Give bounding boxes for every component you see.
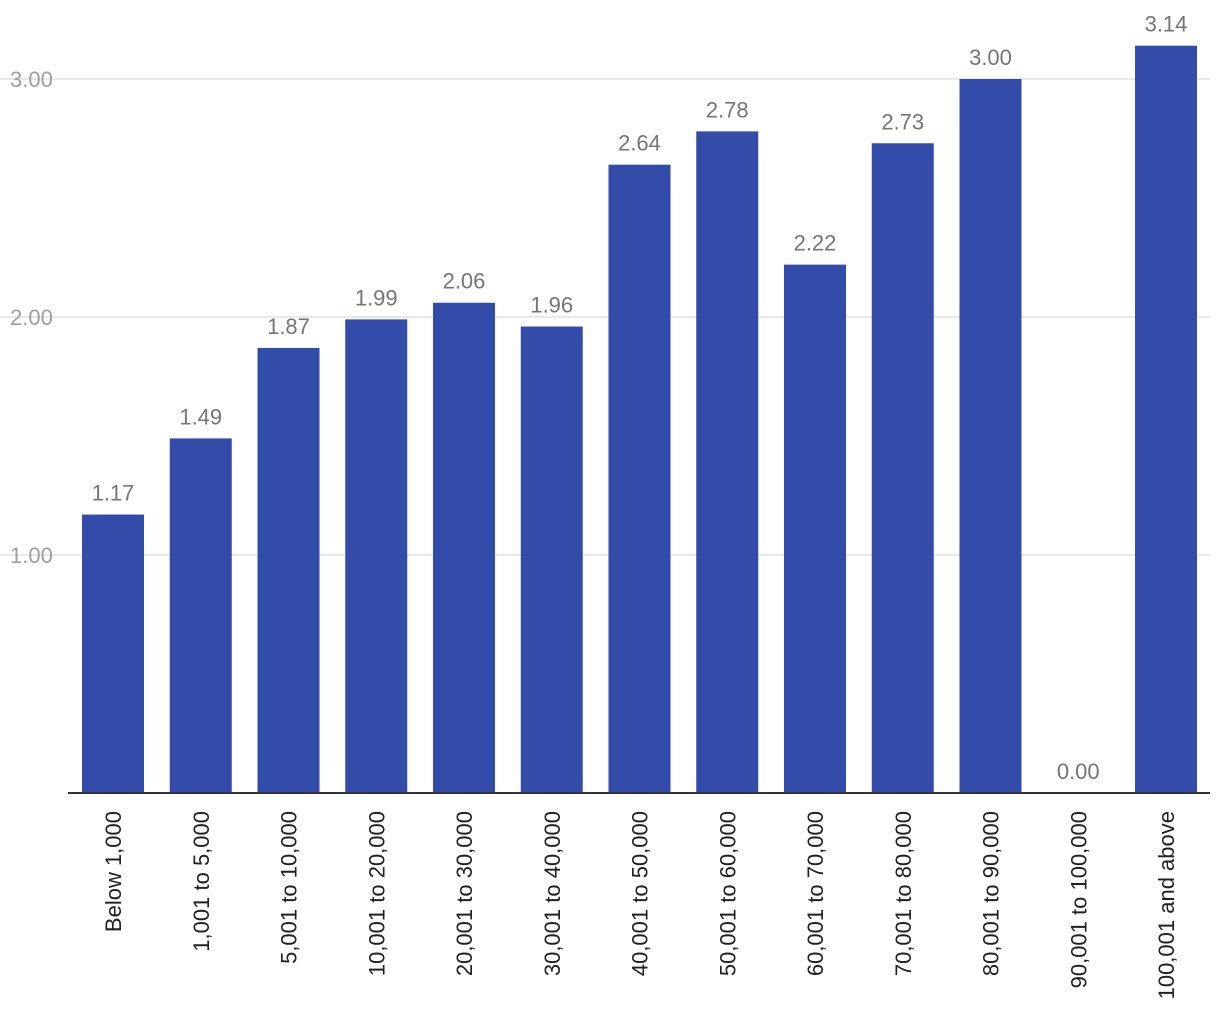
bar bbox=[959, 79, 1022, 793]
data-label: 1.17 bbox=[92, 481, 135, 506]
x-tick-label: 60,001 to 70,000 bbox=[803, 811, 828, 976]
bar bbox=[871, 143, 934, 793]
data-label: 2.22 bbox=[794, 231, 837, 256]
x-tick-label: 80,001 to 90,000 bbox=[979, 811, 1004, 976]
x-tick-label: 40,001 to 50,000 bbox=[628, 811, 653, 976]
data-label: 0.00 bbox=[1057, 759, 1100, 784]
data-label: 1.96 bbox=[530, 293, 573, 318]
data-label: 2.64 bbox=[618, 131, 661, 156]
y-tick-label: 3.00 bbox=[10, 67, 53, 92]
y-tick-label: 1.00 bbox=[10, 543, 53, 568]
x-tick-label: 10,001 to 20,000 bbox=[364, 811, 389, 976]
bars bbox=[82, 45, 1197, 794]
bar bbox=[784, 264, 846, 793]
data-label: 2.78 bbox=[706, 97, 749, 122]
data-label: 1.87 bbox=[267, 314, 310, 339]
bar bbox=[257, 347, 320, 793]
x-tick-label: Below 1,000 bbox=[101, 811, 126, 932]
data-labels: 1.17 1.49 1.87 1.99 2.06 1.96 2.64 2.78 2.22 2.73… bbox=[92, 12, 1188, 784]
x-tick-label: 20,001 to 30,000 bbox=[452, 811, 477, 976]
bar bbox=[433, 302, 495, 793]
data-label: 1.49 bbox=[179, 404, 222, 429]
y-tick-label: 2.00 bbox=[10, 305, 53, 330]
bar bbox=[345, 319, 408, 793]
bar bbox=[608, 164, 671, 793]
x-axis-tick-labels: Below 1,000 1,001 to 5,000 5,001 to 10,000… bbox=[101, 811, 1179, 999]
x-tick-label: 90,001 to 100,000 bbox=[1066, 811, 1091, 988]
x-tick-label: 100,001 and above bbox=[1154, 811, 1179, 999]
x-tick-label: 1,001 to 5,000 bbox=[189, 811, 214, 952]
y-axis-tick-labels: 1.00 2.00 3.00 bbox=[10, 67, 53, 568]
data-label: 2.06 bbox=[443, 269, 486, 294]
bar bbox=[82, 514, 144, 793]
bar bbox=[169, 438, 232, 793]
bar bbox=[520, 326, 583, 793]
x-tick-label: 70,001 to 80,000 bbox=[891, 811, 916, 976]
data-label: 3.14 bbox=[1145, 12, 1188, 37]
x-tick-label: 50,001 to 60,000 bbox=[715, 811, 740, 976]
data-label: 1.99 bbox=[355, 285, 398, 310]
data-label: 2.73 bbox=[881, 109, 924, 134]
data-label: 3.00 bbox=[969, 45, 1012, 70]
bar bbox=[1135, 45, 1197, 794]
x-tick-label: 5,001 to 10,000 bbox=[277, 811, 302, 964]
x-tick-label: 30,001 to 40,000 bbox=[540, 811, 565, 976]
bar bbox=[696, 131, 759, 794]
